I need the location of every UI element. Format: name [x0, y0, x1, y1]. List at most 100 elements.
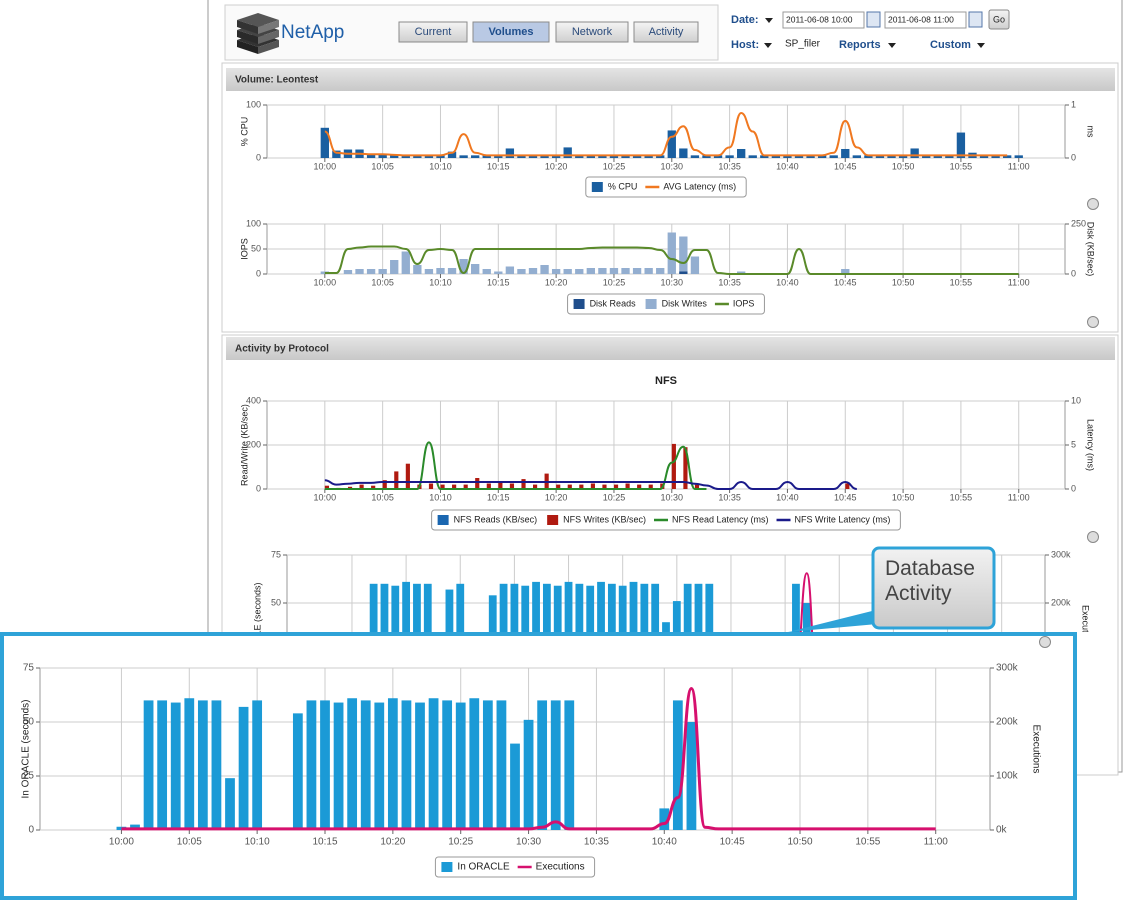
settings-icon[interactable] — [1087, 316, 1099, 328]
bar — [382, 480, 387, 489]
x-tick-label: 10:10 — [429, 492, 452, 502]
section-title: Volume: Leontest — [235, 75, 319, 86]
bar — [679, 148, 688, 158]
x-tick-label: 11:00 — [1008, 161, 1030, 171]
legend: % CPU AVG Latency (ms) — [585, 176, 747, 198]
settings-icon[interactable] — [1087, 531, 1099, 543]
x-tick-label: 10:45 — [834, 492, 857, 502]
bar — [551, 155, 561, 158]
bar — [829, 155, 838, 158]
bar — [428, 698, 439, 830]
bar — [540, 155, 549, 158]
tab[interactable] — [398, 21, 468, 43]
bar — [644, 155, 653, 158]
legend: In ORACLE Executions — [434, 856, 596, 878]
bar — [459, 155, 468, 158]
legend-swatch — [591, 182, 603, 192]
x-tick-label: 10:40 — [776, 492, 799, 502]
legend-box — [567, 293, 765, 315]
bar — [505, 266, 515, 274]
x-tick-label: 10:10 — [429, 161, 452, 171]
bar — [332, 150, 341, 158]
y2-tick-label: 300k — [996, 663, 1019, 674]
bar — [343, 270, 353, 274]
bar — [517, 269, 526, 274]
bar — [463, 484, 468, 489]
bar — [469, 698, 480, 830]
bar — [347, 486, 353, 489]
bar — [494, 155, 503, 158]
bar — [366, 153, 376, 158]
bar — [575, 583, 584, 632]
bar — [651, 583, 660, 632]
y-axis-label: In ORACLE (seconds) — [252, 582, 262, 671]
tab[interactable] — [472, 21, 550, 43]
bar — [360, 700, 371, 830]
bar — [320, 700, 330, 830]
x-tick-label: 10:25 — [448, 837, 473, 848]
bar — [586, 585, 595, 632]
bar — [621, 155, 630, 158]
tab[interactable] — [555, 21, 629, 43]
bar — [609, 268, 619, 274]
bar — [471, 155, 480, 158]
bar — [130, 824, 140, 830]
bar — [184, 698, 195, 830]
bar — [423, 583, 432, 632]
tab[interactable] — [633, 21, 699, 43]
bar — [401, 155, 410, 158]
bar — [359, 484, 364, 489]
host-value: SP_filer — [785, 39, 821, 50]
legend-label: AVG Latency (ms) — [663, 181, 736, 191]
bar — [306, 700, 317, 830]
y-tick-label: 0 — [28, 825, 34, 836]
bar — [355, 269, 364, 274]
bar — [632, 268, 642, 274]
legend-label: NFS Writes (KB/sec) — [563, 514, 646, 524]
date-input[interactable] — [884, 11, 967, 29]
bar — [424, 269, 434, 274]
dropdown-arrow[interactable] — [977, 43, 985, 48]
calendar-button[interactable] — [968, 11, 983, 28]
go-button[interactable] — [988, 9, 1010, 30]
bar — [413, 265, 422, 274]
bar — [499, 583, 508, 632]
bar — [563, 269, 572, 274]
x-tick-label: 10:20 — [545, 161, 568, 171]
date-input[interactable] — [782, 11, 865, 29]
tab-label: Network — [572, 26, 613, 38]
y2-axis-label: Disk (KB/sec) — [1086, 222, 1096, 277]
y2-tick-label: 10 — [1071, 395, 1081, 405]
bar — [447, 151, 457, 158]
tab-label: Activity — [649, 26, 684, 38]
callout-label: Database Activity — [885, 557, 975, 605]
dropdown-arrow[interactable] — [764, 43, 772, 48]
calendar-button[interactable] — [866, 11, 881, 28]
go-label: Go — [993, 14, 1005, 24]
dropdown-arrow[interactable] — [888, 43, 896, 48]
y-tick-label: 0 — [256, 483, 261, 493]
bar — [817, 155, 827, 158]
bar — [347, 698, 358, 830]
bar — [528, 268, 538, 274]
x-tick-label: 10:00 — [314, 492, 337, 502]
bar — [436, 268, 445, 274]
legend-label: Executions — [536, 862, 585, 873]
bar — [806, 155, 815, 158]
bar — [637, 484, 642, 489]
menu[interactable]: Custom — [930, 39, 971, 51]
bar — [567, 484, 572, 489]
bar — [598, 155, 607, 158]
bar — [802, 603, 811, 632]
settings-icon[interactable] — [1087, 198, 1099, 210]
x-tick-label: 10:05 — [371, 277, 394, 287]
bar — [157, 700, 168, 830]
settings-icon[interactable] — [1039, 636, 1051, 648]
y-tick-label: 0 — [256, 268, 261, 278]
x-tick-label: 10:45 — [834, 161, 857, 171]
bar — [956, 132, 966, 158]
legend-swatch — [573, 299, 585, 309]
menu[interactable]: Reports — [839, 39, 881, 51]
bar — [945, 155, 954, 158]
